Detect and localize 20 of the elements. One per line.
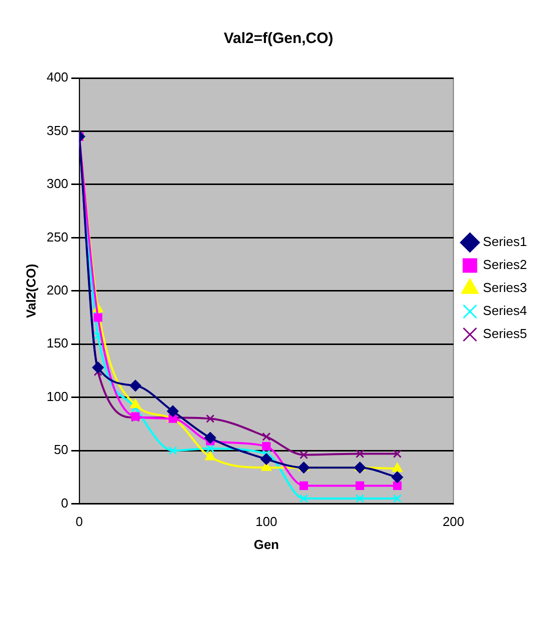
x-axis-title: Gen [254,536,280,552]
y-tick-label: 250 [46,229,68,244]
chart-title: Val2=f(Gen,CO) [224,30,334,48]
legend-label: Series1 [482,234,527,250]
y-tick-label: 150 [46,336,68,351]
x-tick-label: 100 [256,514,278,530]
y-tick-label: 350 [46,122,68,138]
y-tick-label: 400 [46,70,68,85]
x-tick-label: 200 [442,514,464,530]
legend-label: Series5 [482,326,527,342]
y-tick-label: 0 [61,495,68,510]
y-axis-title: Val2(CO) [23,264,38,318]
legend-label: Series2 [482,257,527,272]
y-tick-label: 100 [46,388,68,404]
x-tick-label: 0 [76,514,83,530]
y-tick-label: 200 [46,282,68,298]
legend-label: Series4 [482,303,527,318]
y-tick-label: 50 [54,442,68,458]
legend-label: Series3 [482,280,527,296]
y-tick-label: 300 [46,176,68,192]
